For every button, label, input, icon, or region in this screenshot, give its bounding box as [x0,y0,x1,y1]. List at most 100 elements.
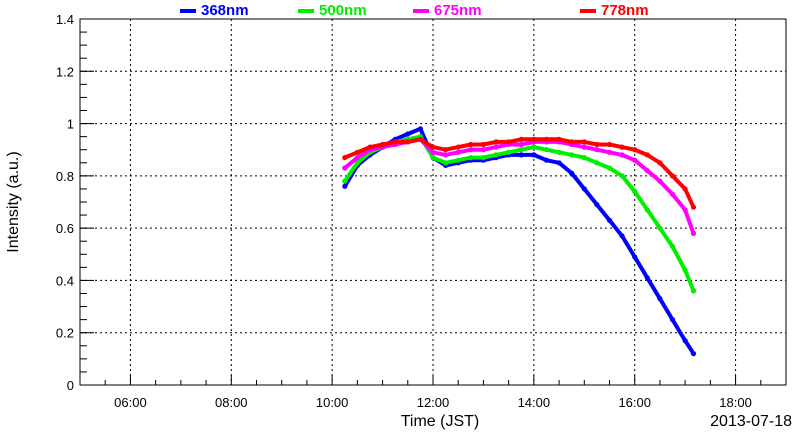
data-point [342,155,348,161]
grid [80,19,786,385]
data-point [506,139,512,145]
data-point [543,136,550,142]
series-368nm [342,126,697,357]
y-tick-label: 1.2 [56,64,74,79]
data-point [430,155,436,161]
data-point [480,141,486,148]
data-point [669,191,676,197]
data-point [443,160,449,166]
data-point [468,155,474,161]
data-point [531,144,537,150]
data-point [682,338,688,344]
data-point [342,165,348,171]
data-point [556,136,562,142]
data-point [594,141,600,148]
x-tick-label: 18:00 [719,395,752,410]
data-point [682,207,688,213]
data-point [354,160,360,166]
data-point [657,296,663,302]
data-point [518,152,524,158]
y-tick-label: 0.6 [56,221,74,236]
legend-label: 675nm [434,2,482,19]
data-point [354,155,360,161]
data-point [690,204,697,210]
data-point [493,152,499,158]
data-point [594,160,600,166]
date-label: 2013-07-18 [710,413,792,430]
data-point [632,157,638,163]
data-point [669,173,676,179]
data-point [581,186,587,192]
data-point [594,147,600,153]
data-point [606,141,613,148]
data-point [367,144,373,150]
legend-swatch [580,9,596,13]
data-point [657,178,663,184]
data-point [455,144,461,150]
data-point [569,170,575,176]
data-point [657,160,663,166]
data-point [342,178,348,184]
data-point [480,147,486,153]
data-point [417,126,423,132]
data-point [619,152,625,158]
data-point [405,131,411,137]
series-line [342,126,696,356]
data-point [682,267,688,273]
data-point [632,147,638,153]
legend-swatch [413,9,429,13]
data-point [581,144,587,150]
data-point [443,152,449,158]
data-point [644,207,650,213]
data-point [619,173,625,179]
data-point [417,136,423,142]
legend-label: 500nm [319,2,367,19]
x-tick-label: 16:00 [618,395,651,410]
data-point [569,139,575,145]
data-point [468,147,474,153]
data-point [669,317,676,323]
data-points [342,126,697,357]
data-point [644,168,650,174]
data-point [690,288,697,294]
data-point [669,243,676,249]
series-778nm [342,136,697,210]
x-tick-label: 10:00 [316,395,349,410]
data-point [581,139,587,145]
data-point [682,186,688,192]
data-point [518,141,524,148]
x-axis-title: Time (JST) [401,413,480,430]
y-tick-label: 0.8 [56,169,74,184]
data-point [405,139,411,145]
data-point [430,149,436,155]
data-point [556,149,562,155]
data-point [632,188,638,195]
legend-swatch [298,9,314,13]
data-point [690,351,697,357]
y-tick-label: 1.4 [56,12,74,27]
y-axis-title: Intensity (a.u.) [5,151,22,252]
data-point [581,155,587,161]
data-point [354,149,360,155]
data-point [644,152,650,158]
data-point [594,202,600,208]
data-point [632,254,638,260]
data-point [468,141,474,148]
legend: 368nm 500nm 675nm 778nm [180,2,649,19]
data-point [480,155,486,161]
y-tick-label: 1 [67,117,74,132]
legend-label: 778nm [601,2,649,19]
data-point [493,144,499,150]
data-point [392,139,398,145]
data-point [644,275,650,281]
data-point [543,147,550,153]
data-point [342,183,348,189]
data-point [543,157,550,163]
data-point [518,147,524,153]
x-tick-label: 06:00 [114,395,147,410]
data-point [518,136,524,142]
data-point [657,225,663,231]
data-point [569,152,575,158]
